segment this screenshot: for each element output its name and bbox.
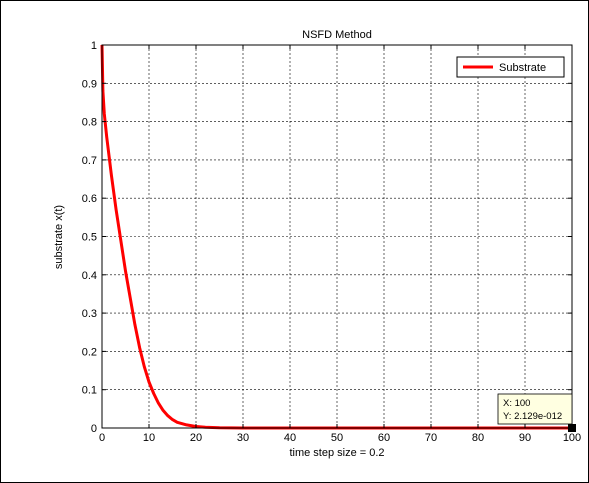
- x-tick-label: 10: [143, 432, 155, 444]
- chart-title: NSFD Method: [302, 29, 372, 41]
- y-tick-label: 0.3: [82, 308, 97, 320]
- plot-area: [102, 45, 572, 428]
- plot-background: [102, 45, 572, 428]
- y-tick-label: 0.5: [82, 232, 97, 244]
- datatip-x-label: X: 100: [503, 398, 530, 409]
- axes: 0 10 20 30 40 50 60 70 80 90 100 0 0.1 0.2 0.3 0.4 0.5 0.…: [82, 40, 581, 444]
- y-tick-label: 0.2: [82, 346, 97, 358]
- y-tick-label: 0.4: [82, 270, 97, 282]
- y-axis-label: substrate x(t): [53, 205, 65, 269]
- legend-entry-label: Substrate: [499, 62, 546, 74]
- y-tick-label: 0.7: [82, 155, 97, 167]
- legend-box: [456, 56, 565, 78]
- datatip-y-label: Y: 2.129e-012: [503, 411, 562, 422]
- x-axis-label: time step size = 0.2: [289, 447, 384, 459]
- x-tick-label: 70: [425, 432, 437, 444]
- x-tick-label: 100: [563, 432, 581, 444]
- x-tick-label: 0: [99, 432, 105, 444]
- x-tick-label: 20: [190, 432, 202, 444]
- y-tick-label: 0: [91, 423, 97, 435]
- y-tick-label: 0.8: [82, 117, 97, 129]
- x-tick-label: 90: [519, 432, 531, 444]
- datatip-box: [497, 393, 573, 425]
- y-tick-label: 1: [91, 40, 97, 52]
- x-tick-label: 40: [284, 432, 296, 444]
- y-tick-label: 0.9: [82, 78, 97, 90]
- x-tick-label: 50: [331, 432, 343, 444]
- x-tick-label: 60: [378, 432, 390, 444]
- y-tick-label: 0.6: [82, 193, 97, 205]
- x-tick-label: 80: [472, 432, 484, 444]
- x-tick-label: 30: [237, 432, 249, 444]
- legend[interactable]: Substrate: [456, 56, 565, 78]
- datatip[interactable]: X: 100 Y: 2.129e-012: [497, 393, 576, 432]
- datatip-marker[interactable]: [568, 424, 576, 432]
- y-tick-label: 0.1: [82, 385, 97, 397]
